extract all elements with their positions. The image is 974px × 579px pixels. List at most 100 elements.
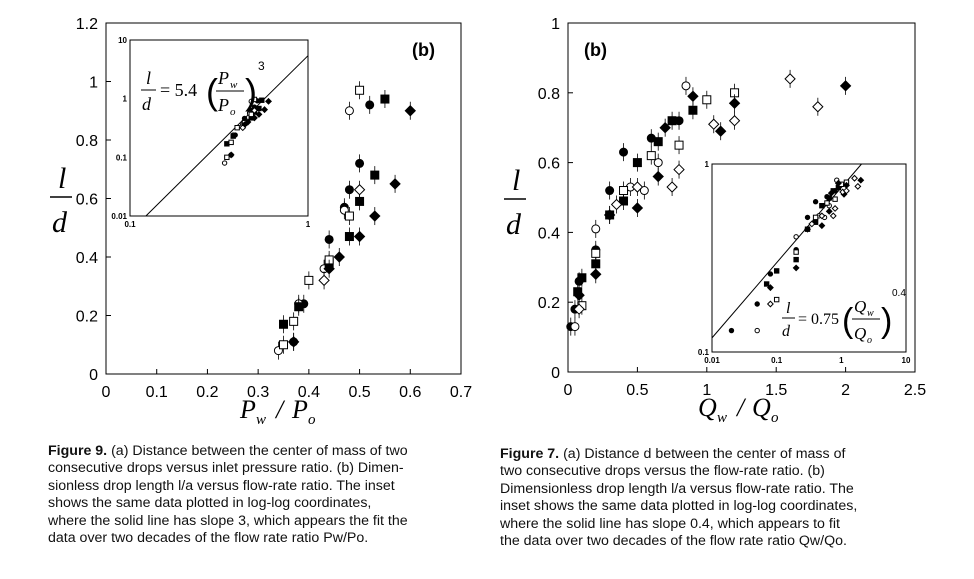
figure-9-inset-data-point xyxy=(227,151,235,159)
figure-9-inset-data-point xyxy=(239,124,247,132)
figure-9-inset-data-point xyxy=(250,106,258,114)
figure-7-inset-ticks: 0.01 0.1 1 100.11 xyxy=(698,160,911,365)
figure-7-xtick-label: 2 xyxy=(841,382,850,399)
figure-7-panel-label: (b) xyxy=(584,40,607,60)
svg-text:= 5.4: = 5.4 xyxy=(160,80,197,100)
figure-7-data-point xyxy=(667,116,677,126)
figure-7-data-point xyxy=(639,186,649,196)
figure-9-ytick-label: 0 xyxy=(89,367,98,384)
figure-9-inset-data-point xyxy=(265,97,272,105)
figure-7-data-point xyxy=(728,115,741,127)
figure-7-inset-data-point xyxy=(851,174,858,182)
svg-text:P: P xyxy=(291,395,308,424)
figure-7-inset-data-point xyxy=(829,212,837,220)
figure-7-xtick-label: 2.5 xyxy=(904,382,926,399)
figure-7-caption-line-4: where the solid line has slope 0.4, whic… xyxy=(500,515,840,532)
figure-9-inset-data-point xyxy=(250,114,258,122)
figure-9-ytick-label: 0.8 xyxy=(76,133,98,150)
figure-9-data-point xyxy=(287,336,300,348)
svg-text:Q: Q xyxy=(698,393,717,422)
figure-9-caption: Figure 9. (a) Distance between the cente… xyxy=(48,443,478,547)
svg-text:l: l xyxy=(786,300,791,317)
figure-7-data-point xyxy=(632,158,642,168)
figure-9-ytick-label: 1 xyxy=(89,75,98,92)
figure-7-data-point xyxy=(646,151,656,161)
figure-9-xtick-label: 0.7 xyxy=(450,384,472,401)
figure-7-data-point xyxy=(688,105,698,115)
figure-7-plot-frame xyxy=(567,22,916,373)
figure-9-caption-line-0: Figure 9. (a) Distance between the cente… xyxy=(48,443,408,459)
figure-9-data-point xyxy=(323,262,335,275)
svg-text:o: o xyxy=(867,335,872,346)
figure-9-ytick-label: 0.2 xyxy=(76,309,98,326)
svg-text:w: w xyxy=(717,410,727,426)
svg-text:d: d xyxy=(142,94,152,114)
svg-text:0.4: 0.4 xyxy=(892,288,906,299)
figure-7-inset-data-point xyxy=(812,199,819,205)
figure-7-ytick-label: 1 xyxy=(551,16,560,33)
figure-9-inset-data-point xyxy=(230,133,236,139)
figure-7-inset-points xyxy=(728,174,865,334)
figure-9-data-point xyxy=(369,210,381,222)
figure-7-inset-data-point xyxy=(825,207,833,215)
figure-9-inset-data-point xyxy=(228,139,234,146)
figure-7-inset-data-point xyxy=(773,296,780,303)
figure-9-axes: 0 0.1 0.2 0.3 0.4 0.5 0.6 0.7 0 0.2 0.4 0.6 0.8 1 1.2 xyxy=(76,16,472,401)
figure-7-inset-data-point xyxy=(819,203,825,209)
figure-9-xtick-label: 0 xyxy=(102,384,111,401)
figure-7-inset-data-point xyxy=(754,327,760,334)
figure-7-inset: 0.01 0.1 1 100.11 l d = 0.75 ( Q w Q o ) 0.… xyxy=(698,160,911,365)
svg-text:3: 3 xyxy=(258,59,265,73)
figure-7-inset-data-point xyxy=(818,212,826,220)
figure-9-xlabel: P w / P o xyxy=(239,395,316,428)
figure-9-inset-xtick-label: 0.1 xyxy=(124,220,136,229)
figure-9-caption-line-3: shows the same data plotted in log-log c… xyxy=(48,495,372,512)
figure-9-data-point xyxy=(279,340,288,350)
figure-7-inset-data-point xyxy=(767,271,774,277)
figure-7-axes: 0 0.5 1 1.5 2 2.5 0 0.2 0.4 0.6 0.8 1 xyxy=(538,16,926,399)
svg-text:P: P xyxy=(217,68,229,88)
figure-9-data-point xyxy=(355,158,365,168)
svg-text:/: / xyxy=(274,395,286,424)
figure-7-ytick-label: 0.2 xyxy=(538,295,560,312)
figure-9-inset-xtick-label: 1 xyxy=(306,220,311,229)
figure-7-data-point xyxy=(603,209,616,221)
svg-text:o: o xyxy=(308,412,316,428)
figure-7-inset-ytick-label: 1 xyxy=(705,160,710,169)
figure-9-data-point xyxy=(344,106,354,116)
svg-text:): ) xyxy=(881,302,892,340)
figure-9-inset-ytick-label: 0.1 xyxy=(116,153,128,162)
figure-9-data-point xyxy=(279,319,288,329)
figure-7-inset-data-point xyxy=(793,234,799,240)
figure-7-data-point xyxy=(673,163,685,176)
figure-9-data-point xyxy=(344,185,354,195)
figure-7-inset-xtick-label: 10 xyxy=(902,356,911,365)
figure-7-data-point xyxy=(653,137,663,147)
figure-7-data-point xyxy=(702,95,712,105)
figure-9-xtick-label: 0.2 xyxy=(196,384,218,401)
figure-7-caption-line-2: Dimensionless drop length l/a versus flo… xyxy=(500,480,854,497)
figure-7-data-point xyxy=(570,322,580,332)
figure-9-data-point xyxy=(318,274,330,287)
figure-7-inset-data-point xyxy=(793,249,799,255)
figure-7-data-point xyxy=(605,186,615,196)
figure-9-caption-line-5: data over two decades of the flow rate r… xyxy=(48,530,369,547)
svg-text:P: P xyxy=(239,395,256,424)
figure-7-ytick-label: 0.4 xyxy=(538,225,560,242)
figure-9-data-point xyxy=(304,275,314,285)
figure-7-inset-data-point xyxy=(792,264,800,272)
figure-7-data-point xyxy=(590,268,602,280)
figure-7-data-point xyxy=(573,303,585,315)
figure-7-inset-data-point xyxy=(808,220,816,228)
figure-9-data-point xyxy=(294,302,304,312)
figure-9-inset-equation: l d = 5.4 ( P w P o ) 3 xyxy=(141,59,265,118)
svg-text:Q: Q xyxy=(854,324,866,343)
figure-9-inset-data-point xyxy=(248,111,254,118)
figure-7-caption-label: Figure 7. xyxy=(500,446,560,462)
figure-7-inset-xtick-label: 0.01 xyxy=(704,356,720,365)
figure-9-data-point xyxy=(370,170,380,180)
figure-7-data-point xyxy=(577,273,587,283)
figure-9-xtick-label: 0.6 xyxy=(399,384,421,401)
figure-9-data-point xyxy=(355,85,365,95)
svg-text:w: w xyxy=(256,412,266,428)
